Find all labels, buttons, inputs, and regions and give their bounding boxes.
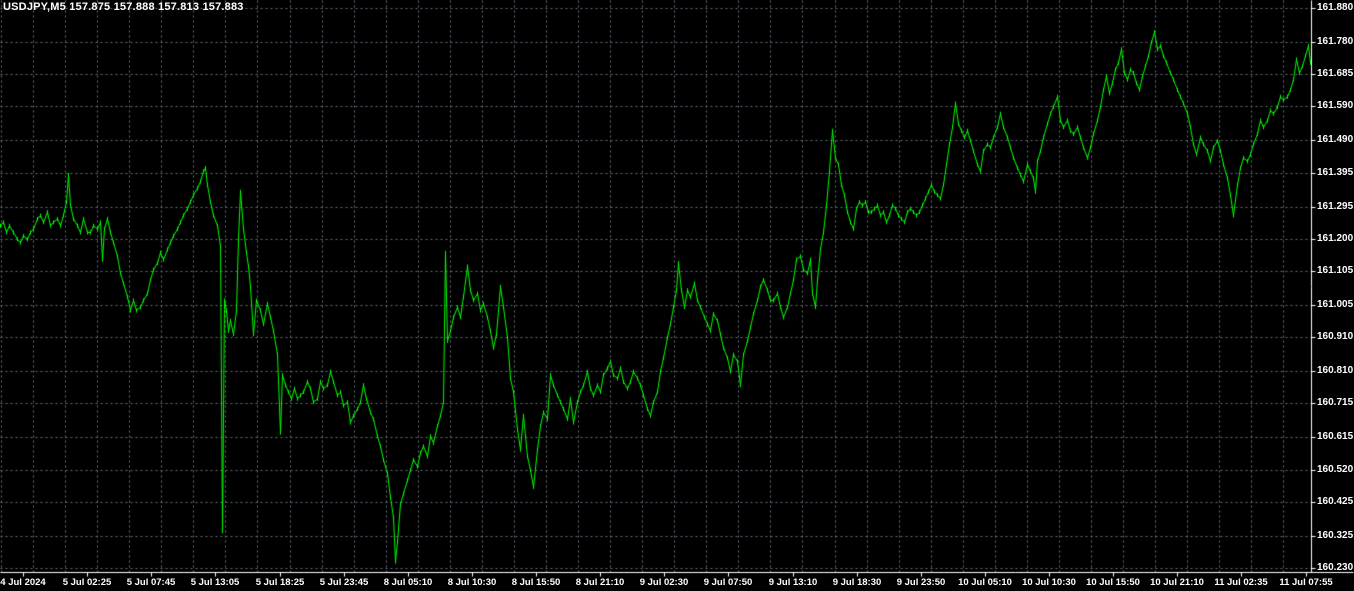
y-axis-label: 160.230 <box>1317 562 1354 573</box>
y-axis-label: 161.395 <box>1317 167 1354 178</box>
x-axis-label: 8 Jul 05:10 <box>383 577 433 588</box>
x-axis-label: 9 Jul 23:50 <box>896 577 946 588</box>
chart-title: USDJPY,M5 157.875 157.888 157.813 157.88… <box>3 1 244 13</box>
y-axis-label: 161.590 <box>1317 100 1354 111</box>
x-axis-label: 9 Jul 02:30 <box>639 577 689 588</box>
y-axis-label: 160.715 <box>1317 397 1354 408</box>
x-axis-label: 10 Jul 15:50 <box>1086 577 1140 588</box>
y-axis-label: 160.810 <box>1317 365 1354 376</box>
x-axis-label: 10 Jul 21:10 <box>1150 577 1204 588</box>
x-axis-label: 11 Jul 02:35 <box>1214 577 1268 588</box>
x-axis-label: 9 Jul 07:50 <box>703 577 753 588</box>
x-axis-label: 11 Jul 07:55 <box>1279 577 1333 588</box>
y-axis-label: 161.105 <box>1317 265 1354 276</box>
x-axis-label: 4 Jul 2024 <box>0 577 46 588</box>
y-axis-label: 161.685 <box>1317 68 1354 79</box>
x-axis-label: 8 Jul 10:30 <box>447 577 497 588</box>
x-axis-label: 8 Jul 21:10 <box>575 577 625 588</box>
y-axis-label: 161.005 <box>1317 299 1354 310</box>
y-axis-label: 160.325 <box>1317 530 1354 541</box>
y-axis-label: 161.880 <box>1317 2 1354 13</box>
x-axis-label: 5 Jul 07:45 <box>126 577 176 588</box>
x-axis-label: 5 Jul 02:25 <box>62 577 112 588</box>
y-axis-label: 161.200 <box>1317 233 1354 244</box>
x-axis-label: 10 Jul 05:10 <box>958 577 1012 588</box>
x-axis-label: 8 Jul 15:50 <box>511 577 561 588</box>
y-axis-label: 160.425 <box>1317 496 1354 507</box>
y-axis-label: 160.910 <box>1317 331 1354 342</box>
x-axis-label: 9 Jul 13:10 <box>768 577 818 588</box>
x-axis-label: 5 Jul 13:05 <box>190 577 240 588</box>
x-axis-label: 5 Jul 23:45 <box>319 577 369 588</box>
y-axis-label: 160.520 <box>1317 464 1354 475</box>
y-axis-label: 160.615 <box>1317 431 1354 442</box>
y-axis-label: 161.490 <box>1317 134 1354 145</box>
x-axis-label: 10 Jul 10:30 <box>1022 577 1076 588</box>
x-axis-label: 5 Jul 18:25 <box>255 577 305 588</box>
y-axis-label: 161.780 <box>1317 36 1354 47</box>
x-axis-label: 9 Jul 18:30 <box>832 577 882 588</box>
y-axis-label: 161.295 <box>1317 201 1354 212</box>
